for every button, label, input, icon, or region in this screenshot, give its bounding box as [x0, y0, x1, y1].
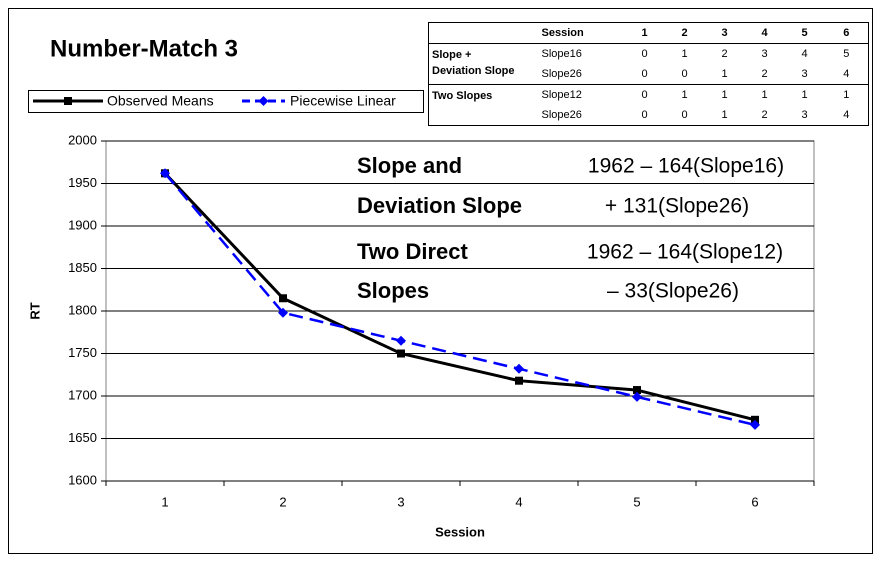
group-label-line: Two Slopes [432, 90, 493, 102]
annotation-equation: 1962 – 164(Slope12) [587, 241, 783, 264]
y-tick-label: 1600 [68, 472, 97, 487]
annotation-label: Slope and [357, 153, 462, 178]
table-group-label: Slope + Deviation Slope [428, 43, 539, 85]
legend-marker [64, 97, 72, 105]
table-cell: 0 [641, 109, 648, 121]
marker [278, 307, 288, 318]
series-line [164, 172, 756, 427]
table-row: Slope + Deviation Slope Slope16 0 1 2 3 4 5 [428, 43, 869, 85]
table-row: Two Slopes Slope12 0 1 1 1 1 1 [428, 84, 869, 126]
legend-box [28, 90, 424, 113]
legend-label: Piecewise Linear [290, 93, 396, 109]
table-row: Slope26 0 0 1 2 3 4 [429, 64, 869, 85]
x-tick-label: 4 [515, 494, 522, 509]
table-cell: 1 [704, 84, 745, 105]
marker [750, 419, 760, 430]
table-cell: 1 [721, 109, 728, 121]
y-tick-label: 1750 [68, 345, 97, 360]
annotation-label: Deviation Slope [357, 193, 522, 218]
x-tick-label: 2 [279, 494, 286, 509]
series-line [163, 172, 756, 422]
x-tick-label: 5 [633, 494, 640, 509]
y-tick-label: 1900 [68, 217, 97, 232]
table-header-cell: 3 [704, 22, 745, 44]
table-row-name: Slope26 [541, 109, 582, 121]
y-tick-label: 1800 [68, 302, 97, 317]
table-cell: 3 [744, 43, 785, 64]
table-header-cell: Session [538, 22, 625, 44]
table-row-name: Slope12 [538, 84, 625, 105]
table-group-label: Two Slopes [428, 84, 539, 126]
table-cell: 5 [824, 43, 869, 64]
table-row: Slope26 0 0 1 2 3 4 [429, 105, 869, 126]
x-tick-label: 1 [161, 494, 168, 509]
table-cell: 2 [761, 109, 768, 121]
x-tick-label: 3 [397, 494, 404, 509]
table-cell: 1 [664, 43, 705, 64]
legend-label: Observed Means [107, 93, 214, 109]
table-cell: 0 [624, 43, 665, 64]
table-header-cell: 1 [624, 22, 665, 44]
table-header-cell: 2 [664, 22, 705, 44]
marker [632, 391, 642, 402]
y-tick-label: 2000 [68, 132, 97, 147]
chart-title: Number-Match 3 [50, 35, 238, 62]
annotation-equation: 1962 – 164(Slope16) [588, 155, 784, 178]
table-header-row: Session 1 2 3 4 5 6 [428, 22, 869, 44]
table-cell: 4 [843, 109, 850, 121]
x-tick-label: 6 [751, 494, 758, 509]
marker [397, 349, 405, 358]
table-cell: 1 [664, 84, 705, 105]
table-header-cell: 5 [784, 22, 825, 44]
marker [160, 168, 170, 179]
table-cell: 0 [681, 68, 688, 80]
marker [633, 386, 641, 395]
marker [514, 363, 524, 374]
marker [279, 294, 287, 303]
group-label-line: Deviation Slope [432, 65, 515, 77]
table-cell: 3 [801, 68, 808, 80]
table-cell [428, 22, 539, 44]
y-tick-label: 1700 [68, 387, 97, 402]
table-cell: 2 [761, 68, 768, 80]
table-cell: 3 [801, 109, 808, 121]
table-cell: 0 [681, 109, 688, 121]
table-row-name: Slope26 [541, 68, 582, 80]
marker [396, 335, 406, 346]
table-cell: 1 [744, 84, 785, 105]
table-cell: 1 [721, 68, 728, 80]
annotation-equation: + 131(Slope26) [605, 195, 749, 218]
table-cell: 4 [784, 43, 825, 64]
annotation-equation: – 33(Slope26) [607, 280, 739, 303]
annotation-label: Two Direct [357, 239, 469, 264]
table-cell: 0 [624, 84, 665, 105]
table-header-cell: 6 [824, 22, 869, 44]
y-tick-label: 1950 [68, 175, 97, 190]
legend-marker [258, 96, 269, 106]
marker [515, 376, 523, 385]
table-cell: 1 [824, 84, 869, 105]
table-row-name: Slope16 [538, 43, 625, 64]
session-table: Session 1 2 3 4 5 6 Slope + Deviation Slope Slope… [428, 22, 869, 126]
y-tick-label: 1650 [68, 430, 97, 445]
y-tick-label: 1850 [68, 260, 97, 275]
x-axis-label: Session [435, 524, 485, 539]
annotation-label: Slopes [357, 278, 429, 303]
y-axis-label: RT [27, 302, 42, 319]
table-cell: 2 [704, 43, 745, 64]
group-label-line: Slope + [432, 49, 472, 61]
marker [751, 415, 759, 424]
table-header-cell: 4 [744, 22, 785, 44]
table-cell: 0 [641, 68, 648, 80]
table-cell: 1 [784, 84, 825, 105]
table-cell: 4 [843, 68, 850, 80]
